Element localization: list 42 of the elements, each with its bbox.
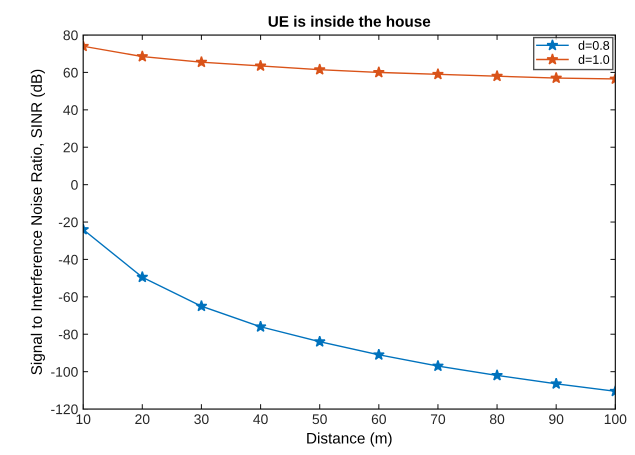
y-tick-label: -40 [58,254,78,265]
legend-label: d=1.0 [578,54,610,64]
x-tick-label: 40 [253,414,268,424]
point [254,60,267,72]
chart-title: UE is inside the house [268,16,430,27]
y-tick-label: -80 [58,330,78,340]
x-tick-label: 70 [430,414,446,424]
point [195,56,208,68]
point [136,50,148,62]
y-tick-label: 60 [64,68,78,78]
x-tick-label: 20 [135,414,150,424]
y-tick-label: -100 [51,366,78,377]
x-tick-label: 50 [312,414,327,424]
x-tick-label: 100 [604,414,626,424]
point [314,63,326,75]
point [550,72,562,84]
y-tick-label: -20 [58,217,78,228]
x-tick-label: 80 [490,414,504,424]
y-tick-label: 20 [64,142,78,152]
x-tick-label: 60 [372,414,386,424]
x-tick-label: 90 [549,414,564,424]
y-tick-label: 0 [71,180,78,190]
point [432,68,444,80]
y-tick-label: 40 [63,105,78,116]
point [195,300,208,312]
point [432,360,444,372]
point [491,70,504,82]
x-tick-label: 30 [194,414,209,424]
legend-label: d=0.8 [578,40,610,50]
y-tick-label: 80 [63,30,78,40]
point [254,320,267,332]
point [372,66,385,78]
x-axis-title: Distance (m) [307,432,392,447]
y-tick-label: -60 [58,292,78,302]
point [372,348,385,360]
x-tick-label: 10 [76,414,90,424]
point [491,369,504,381]
point [136,270,148,282]
point [550,378,562,389]
y-tick-label: -120 [51,404,78,414]
y-axis-title: Signal to Interference Noise Ratio, SINR (dB) [30,70,45,375]
point [314,335,326,347]
